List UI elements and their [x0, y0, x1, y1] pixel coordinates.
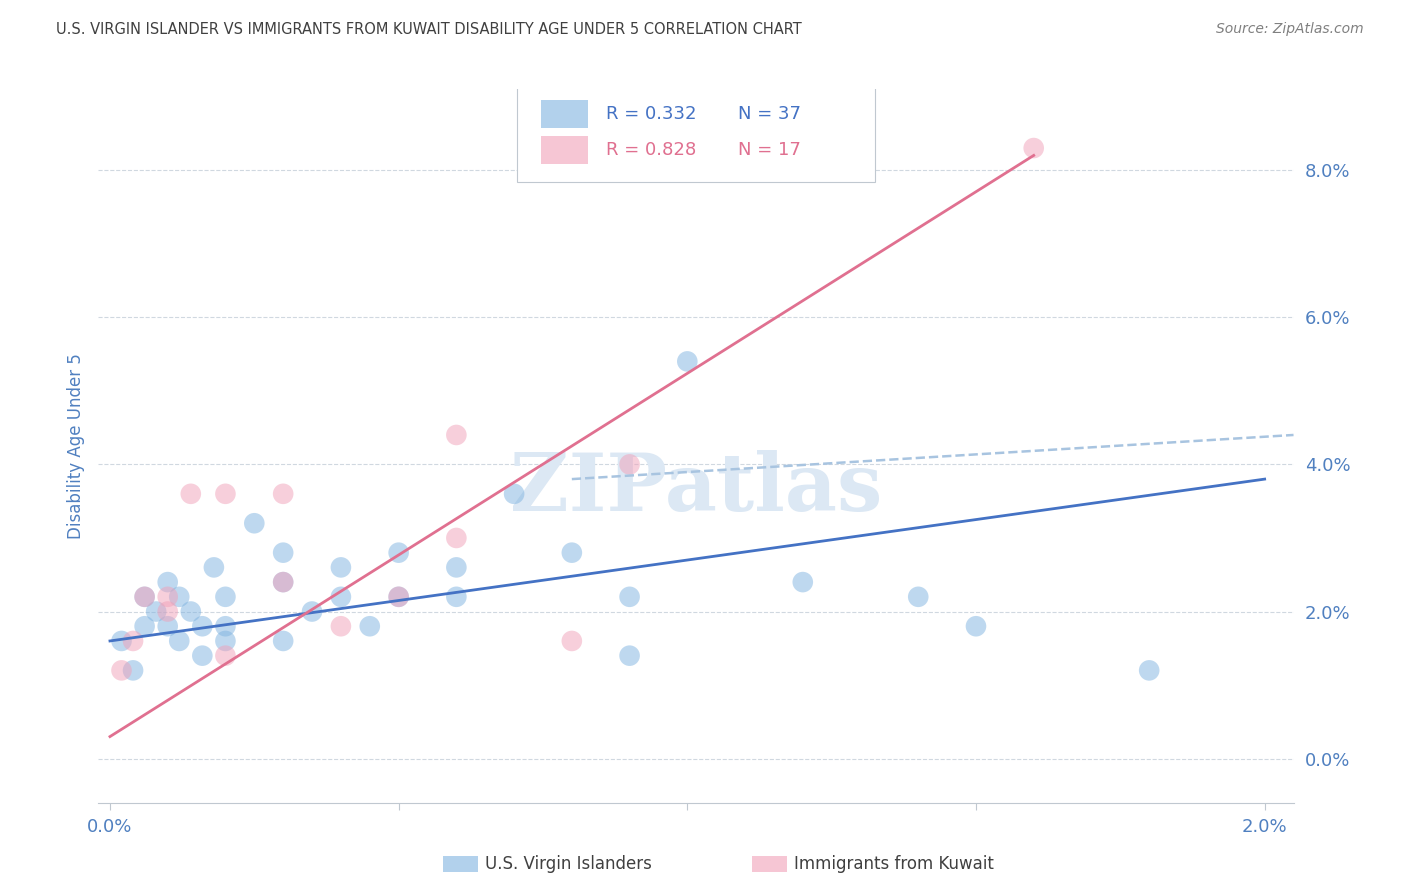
Point [1137, 664, 1160, 678]
Point [359, 619, 381, 633]
Point [214, 619, 236, 633]
Point [214, 590, 236, 604]
Point [134, 590, 156, 604]
Point [134, 590, 156, 604]
Y-axis label: Disability Age Under 5: Disability Age Under 5 [66, 353, 84, 539]
Text: Source: ZipAtlas.com: Source: ZipAtlas.com [1216, 22, 1364, 37]
Text: U.S. VIRGIN ISLANDER VS IMMIGRANTS FROM KUWAIT DISABILITY AGE UNDER 5 CORRELATIO: U.S. VIRGIN ISLANDER VS IMMIGRANTS FROM … [56, 22, 801, 37]
Text: R = 0.332: R = 0.332 [606, 105, 697, 123]
Point [202, 560, 225, 574]
Text: U.S. Virgin Islanders: U.S. Virgin Islanders [485, 855, 652, 873]
Point [271, 546, 294, 560]
FancyBboxPatch shape [517, 82, 875, 182]
Point [122, 634, 145, 648]
Point [561, 546, 583, 560]
Point [180, 605, 202, 619]
Point [134, 619, 156, 633]
Point [156, 619, 179, 633]
Point [214, 487, 236, 501]
Point [676, 354, 699, 368]
Point [243, 516, 266, 531]
Point [271, 575, 294, 590]
Point [619, 458, 641, 472]
Point [619, 648, 641, 663]
Point [446, 560, 468, 574]
Point [271, 634, 294, 648]
Point [180, 487, 202, 501]
Point [792, 575, 814, 590]
Point [110, 664, 132, 678]
Point [156, 605, 179, 619]
Point [214, 634, 236, 648]
Text: ZIPatlas: ZIPatlas [510, 450, 882, 528]
Text: N = 37: N = 37 [738, 105, 801, 123]
Point [167, 590, 190, 604]
Point [145, 605, 167, 619]
Text: R = 0.828: R = 0.828 [606, 141, 696, 159]
Point [503, 487, 526, 501]
Point [301, 605, 323, 619]
Point [329, 590, 352, 604]
Text: N = 17: N = 17 [738, 141, 800, 159]
Point [1022, 141, 1045, 155]
Point [271, 487, 294, 501]
Bar [540, 136, 588, 164]
Point [388, 590, 411, 604]
Point [110, 634, 132, 648]
Point [329, 619, 352, 633]
Point [329, 560, 352, 574]
Point [965, 619, 987, 633]
Point [446, 531, 468, 545]
Bar [540, 100, 588, 128]
Text: Immigrants from Kuwait: Immigrants from Kuwait [794, 855, 994, 873]
Point [907, 590, 929, 604]
Point [156, 575, 179, 590]
Point [156, 590, 179, 604]
Point [388, 546, 411, 560]
Point [167, 634, 190, 648]
Point [271, 575, 294, 590]
Point [619, 590, 641, 604]
Point [561, 634, 583, 648]
Point [446, 590, 468, 604]
Point [191, 648, 214, 663]
Point [122, 664, 145, 678]
Point [388, 590, 411, 604]
Point [446, 428, 468, 442]
Point [191, 619, 214, 633]
Point [214, 648, 236, 663]
